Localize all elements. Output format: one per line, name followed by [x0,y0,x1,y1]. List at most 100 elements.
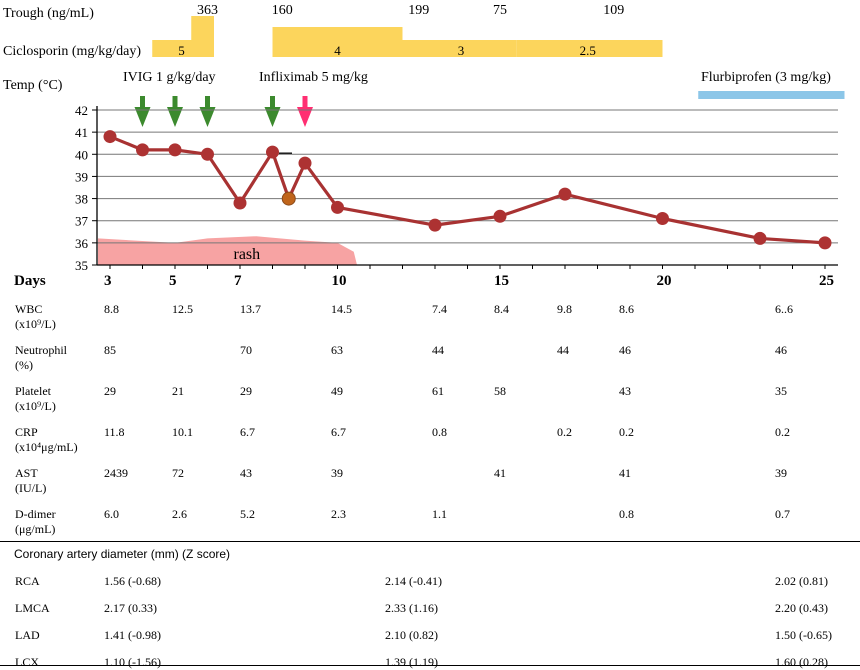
ciclosporin-dose-peak [191,16,214,40]
day-tick-label: 10 [331,273,347,289]
lab-value: 2.3 [331,507,346,521]
day-tick-label: 15 [494,273,509,289]
coronary-value: 2.02 (0.81) [775,574,828,588]
lab-value: 29 [104,384,116,398]
lab-row-unit: (x10⁹/L) [15,317,56,331]
lab-value: 0.8 [619,507,634,521]
lab-value: 10.1 [172,425,193,439]
lab-row-name: Neutrophil [15,343,67,357]
lab-row-unit: (μg/mL) [15,522,56,536]
coronary-row-name: RCA [15,574,40,588]
days-axis-title: Days [14,273,46,289]
temperature-point [656,212,669,225]
lab-row-name: D-dimer [15,507,56,521]
temperature-point [298,156,312,170]
lab-value: 49 [331,384,343,398]
ivig-arrow [134,107,151,127]
ciclosporin-dose-bar [272,40,403,57]
temperature-point [818,236,832,250]
lab-value: 13.7 [240,302,261,316]
ciclosporin-dose-bar [191,40,214,57]
y-tick-label: 35 [75,258,88,270]
day-tick-label: 25 [819,273,834,289]
temperature-point [558,187,572,201]
lab-value: 8.8 [104,302,119,316]
trough-axis-label: Trough (ng/mL) [3,6,94,21]
coronary-row-name: LAD [15,628,40,642]
lab-value: 46 [619,343,631,357]
lab-value: 5.2 [240,507,255,521]
clinical-course-chart: 363 160 199 75 109 5 4 3 2.5 rash 35 36 37 38 39 40 41 42 [75,3,845,270]
trough-value: 75 [493,3,507,18]
coronary-value: 1.60 (0.28) [775,655,828,669]
ivig-arrow-shaft [172,96,178,108]
lab-value: 14.5 [331,302,352,316]
lab-value: 44 [432,343,444,357]
coronary-value: 1.50 (-0.65) [775,628,832,642]
lab-row-name: WBC [15,302,43,316]
lab-row-unit: (%) [15,358,33,372]
lab-value: 0.2 [775,425,790,439]
lab-value: 9.8 [557,302,572,316]
lab-row-unit: (IU/L) [15,481,47,495]
ivig-arrow-shaft [205,96,210,108]
lab-value: 70 [240,343,252,357]
lab-value: 43 [240,466,252,480]
temperature-point [136,143,149,157]
section-divider [0,541,860,542]
lab-value: 11.8 [104,425,125,439]
lab-value: 8.4 [494,302,509,316]
lab-value: 63 [331,343,343,357]
coronary-value: 1.39 (1.19) [385,655,438,669]
lab-value: 2439 [104,466,128,480]
temperature-point [331,200,344,214]
trough-value: 363 [197,3,218,18]
lab-row-name: CRP [15,425,38,439]
y-tick-label: 41 [75,125,88,140]
lab-value: 29 [240,384,252,398]
y-tick-label: 42 [75,103,88,118]
lab-value: 39 [775,466,787,480]
coronary-value: 1.10 (-1.56) [104,655,161,669]
lab-value: 61 [432,384,444,398]
lab-value: 72 [172,466,184,480]
lab-value: 7.4 [432,302,447,316]
ivig-arrow-shaft [140,96,145,108]
infliximab-arrow [297,107,313,127]
temperature-point [233,196,247,210]
y-tick-label: 36 [75,236,89,251]
ciclosporin-axis-label: Ciclosporin (mg/kg/day) [3,44,142,59]
lab-value: 41 [494,466,506,480]
lab-value: 0.7 [775,507,790,521]
y-tick-label: 40 [75,147,88,162]
temperature-point [753,231,767,245]
infliximab-arrow-shaft [302,96,308,108]
trough-value: 109 [603,3,624,18]
rash-label: rash [234,246,261,263]
temperature-point [493,209,507,223]
lab-value: 1.1 [432,507,447,521]
temperature-point-orange [281,191,296,206]
ciclosporin-dose-label: 5 [178,43,185,58]
flurbiprofen-label: Flurbiprofen (3 mg/kg) [701,70,831,85]
coronary-value: 2.33 (1.16) [385,601,438,615]
temperature-point [201,147,214,161]
lab-row-unit: (x10⁴μg/mL) [15,440,78,454]
lab-value: 43 [619,384,631,398]
trough-value: 160 [272,3,293,18]
ciclosporin-dose-step [272,27,403,40]
y-tick-label: 38 [75,192,88,207]
lab-value: 58 [494,384,506,398]
day-tick-label: 3 [104,273,112,289]
coronary-row-name: LMCA [15,601,50,615]
rash-area [98,236,357,265]
coronary-value: 2.14 (-0.41) [385,574,442,588]
ivig-arrow-shaft [270,96,275,108]
lab-value: 12.5 [172,302,193,316]
day-tick-label: 5 [169,273,177,289]
temperature-line [109,135,826,245]
lab-value: 6.7 [331,425,346,439]
temperature-point [428,218,442,232]
ivig-arrow [199,107,216,127]
day-tick-label: 7 [234,273,242,289]
